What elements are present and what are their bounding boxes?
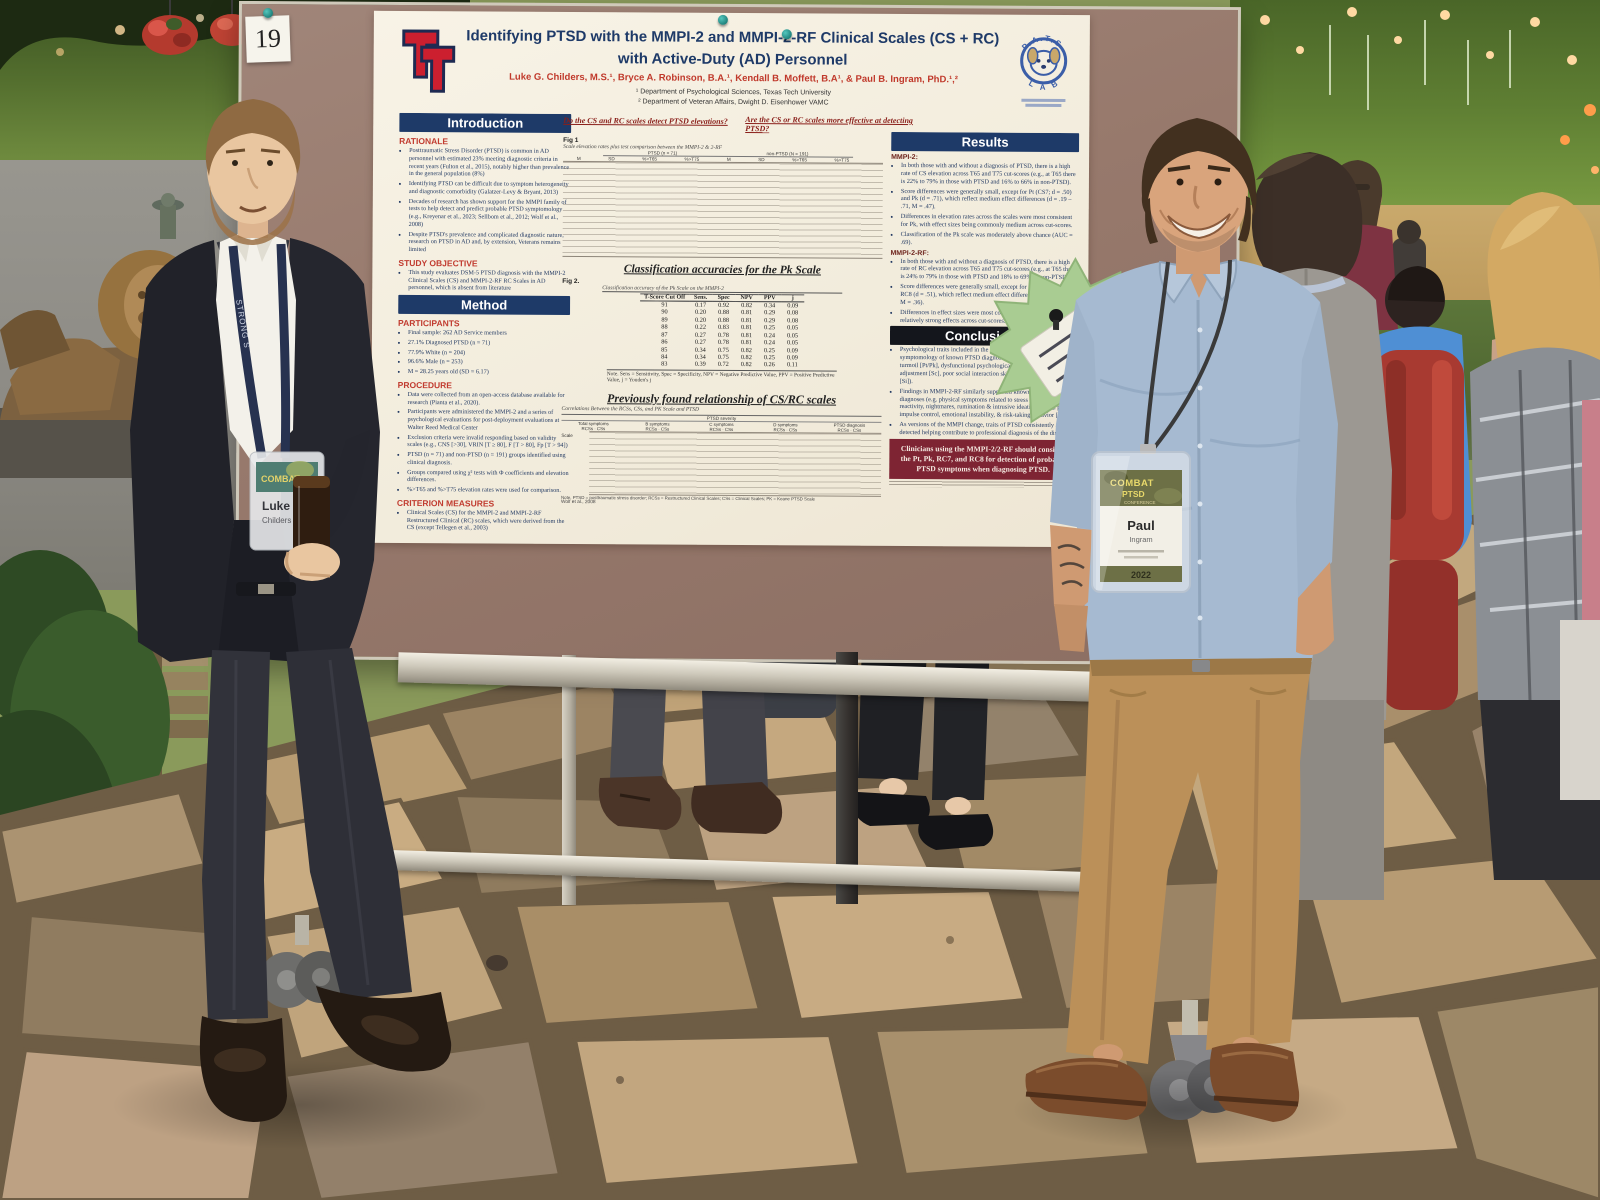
stand-post-dark xyxy=(836,652,858,904)
poster-affiliation-2: ² Department of Veteran Affairs, Dwight … xyxy=(638,98,829,107)
paul-badge: COMBAT PTSD CONFERENCE Paul Ingram 2022 xyxy=(1091,451,1191,593)
pats-lab-logo: P.A.T.S. L A B xyxy=(1020,34,1068,107)
caster-wheels-right xyxy=(1150,1000,1241,1120)
csrc-source: Wolf et al., 2008 xyxy=(560,499,596,506)
pk-title: Classification accuracies for the Pk Sca… xyxy=(623,263,821,277)
statue-figure xyxy=(152,193,184,239)
csrc-table-body: Scale xyxy=(561,430,882,497)
woman-floral-far-right xyxy=(1560,400,1600,800)
pushpin-number-card xyxy=(263,8,273,18)
poster-affiliation-1: ¹ Department of Psychological Sciences, … xyxy=(635,88,832,97)
poster-number: 19 xyxy=(254,23,282,54)
csrc-row-label: Scale xyxy=(561,432,573,438)
poster-authors: Luke G. Childers, M.S.¹, Bryce A. Robins… xyxy=(509,71,958,86)
paul-head xyxy=(1141,118,1257,274)
luke-badge-conference: COMBAT xyxy=(261,474,300,484)
fig2-caption: Classification accuracy of the Pk Scale … xyxy=(602,285,843,294)
fig1-illegible-rows xyxy=(562,160,884,259)
paul-badge-conference-2: PTSD xyxy=(1122,489,1145,499)
luke-badge-first-name: Luke xyxy=(262,499,290,513)
question-1: Do the CS and RC scales detect PTSD elev… xyxy=(563,115,728,126)
luke-shoes xyxy=(199,986,452,1122)
paul-badge-conference-sub: CONFERENCE xyxy=(1124,500,1156,505)
svg-text:L A B: L A B xyxy=(1027,77,1062,92)
stand-post-left xyxy=(562,655,576,905)
paul-right-hand xyxy=(1296,562,1334,656)
paul-badge-year: 2022 xyxy=(1131,570,1151,580)
person-luke: STRONG S COMBAT Luke Childers xyxy=(130,99,452,1122)
pk-note: Note. Sens = Sensitivity, Spec = Specifi… xyxy=(606,368,837,385)
paul-badge-first-name: Paul xyxy=(1127,518,1154,533)
poster-title-line2: with Active-Duty (AD) Personnel xyxy=(617,50,848,69)
luke-jacket xyxy=(130,238,380,662)
poster-number-card: 19 xyxy=(245,15,291,63)
paul-loafers xyxy=(1025,1037,1300,1122)
poster-title-line1: Identifying PTSD with the MMPI-2 and MMP… xyxy=(466,27,1000,48)
luke-drink-glass xyxy=(284,476,340,581)
paul-tattoo xyxy=(1057,544,1085,587)
pushpin-teal-2 xyxy=(781,29,792,40)
tree-branch-silhouette xyxy=(0,0,470,70)
luke-head xyxy=(205,99,301,245)
luke-trousers xyxy=(202,582,412,1020)
paul-pants xyxy=(1066,658,1312,1064)
string-lights-and-moss xyxy=(1260,7,1599,174)
fig1-table: PTSD (n = 71) non-PTSD (N = 191) M SD %>… xyxy=(562,150,884,259)
person-paul: COMBAT PTSD CONFERENCE Paul Ingram 2022 xyxy=(1025,118,1338,1122)
pats-arc-bottom: L A B xyxy=(1027,77,1062,92)
pk-table: T-Score Cut Off Sens. Spec NPV PPV j 91 0… xyxy=(640,293,805,369)
luke-badge-last-name: Childers xyxy=(262,516,291,525)
person-red-backpack xyxy=(1372,266,1472,710)
shadow-luke xyxy=(110,1060,490,1150)
texas-tech-logo xyxy=(402,29,456,93)
paul-badge-last-name: Ingram xyxy=(1129,535,1152,544)
research-poster: Identifying PTSD with the MMPI-2 and MMP… xyxy=(370,10,1090,548)
paul-badge-conference-1: COMBAT xyxy=(1110,478,1154,489)
pushpin-teal-1 xyxy=(717,14,728,25)
middle-column: Fig 1 Scale elevation rates plus test co… xyxy=(560,134,884,546)
csrc-title: Previously found relationship of CS/RC s… xyxy=(607,390,837,407)
woman-plaid-shawl xyxy=(1470,192,1600,880)
paul-left-forearm xyxy=(1050,525,1092,652)
pk-table-body: 91 0.17 0.92 0.82 0.34 0.09 90 0.20 0.88 0.81 0.29… xyxy=(661,301,799,369)
